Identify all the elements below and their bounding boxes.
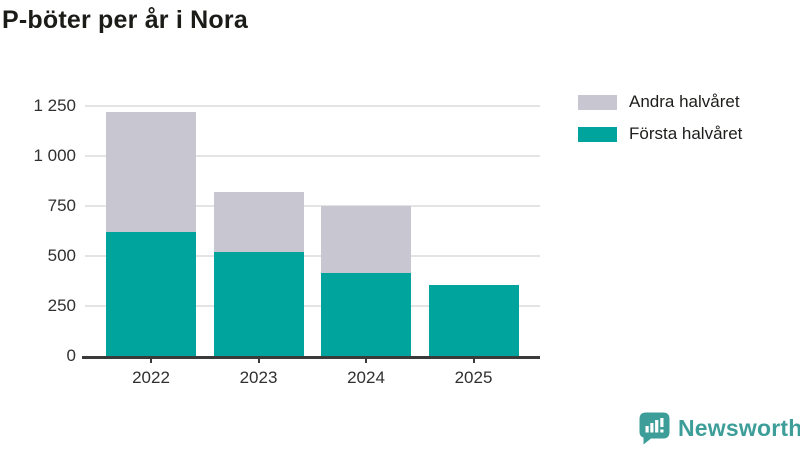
legend-swatch-forsta-halvaret-icon: [578, 126, 617, 142]
y-axis-tick-label: 750: [47, 195, 76, 215]
newsworthy-logo-icon: [639, 412, 670, 445]
bar-segment-2022-forsta: [106, 231, 196, 356]
legend-swatch-andra-halvaret-icon: [578, 94, 617, 110]
chart-title: P-böter per år i Nora: [2, 6, 248, 34]
x-axis-tick: [150, 357, 152, 363]
bar-segment-2022-andra: [106, 111, 196, 232]
bar-segment-2023-andra: [213, 191, 304, 252]
y-axis-tick-label: 1 000: [33, 145, 76, 165]
x-axis-tick: [472, 357, 475, 363]
bar-segment-2024-forsta: [321, 272, 411, 356]
x-axis-line: [82, 356, 540, 359]
gridline-y-500: [85, 254, 540, 257]
x-axis-tick-label: 2023: [239, 368, 278, 387]
y-axis-tick-label: 500: [47, 245, 76, 265]
bar-segment-2025-forsta: [428, 284, 519, 356]
x-axis-tick: [257, 357, 260, 363]
y-axis-tick-label: 1 250: [33, 95, 76, 115]
gridline-y-1250: [85, 104, 540, 107]
newsworthy-logo-text: Newsworthy: [678, 414, 800, 441]
x-axis-tick-label: 2025: [454, 368, 493, 387]
bar-segment-2024-andra: [321, 205, 411, 273]
chart-legend: Andra halvåret Första halvåret: [578, 92, 742, 156]
gridline-y-1000: [85, 154, 540, 157]
bar-segment-2023-forsta: [213, 251, 304, 356]
legend-label: Andra halvåret: [629, 92, 740, 111]
x-axis-tick: [365, 357, 367, 363]
y-axis-tick-label: 250: [47, 295, 76, 315]
gridline-y-250: [85, 304, 540, 307]
x-axis-tick-label: 2024: [347, 368, 385, 387]
legend-item-forsta-halvaret: Första halvåret: [578, 124, 742, 144]
gridline-y-750: [85, 204, 540, 207]
x-axis-tick-label: 2022: [132, 368, 170, 387]
legend-item-andra-halvaret: Andra halvåret: [578, 92, 742, 112]
y-axis-tick-label: 0: [66, 346, 76, 365]
legend-label: Första halvåret: [629, 124, 743, 143]
newsworthy-branding: Newsworthy: [638, 411, 800, 445]
